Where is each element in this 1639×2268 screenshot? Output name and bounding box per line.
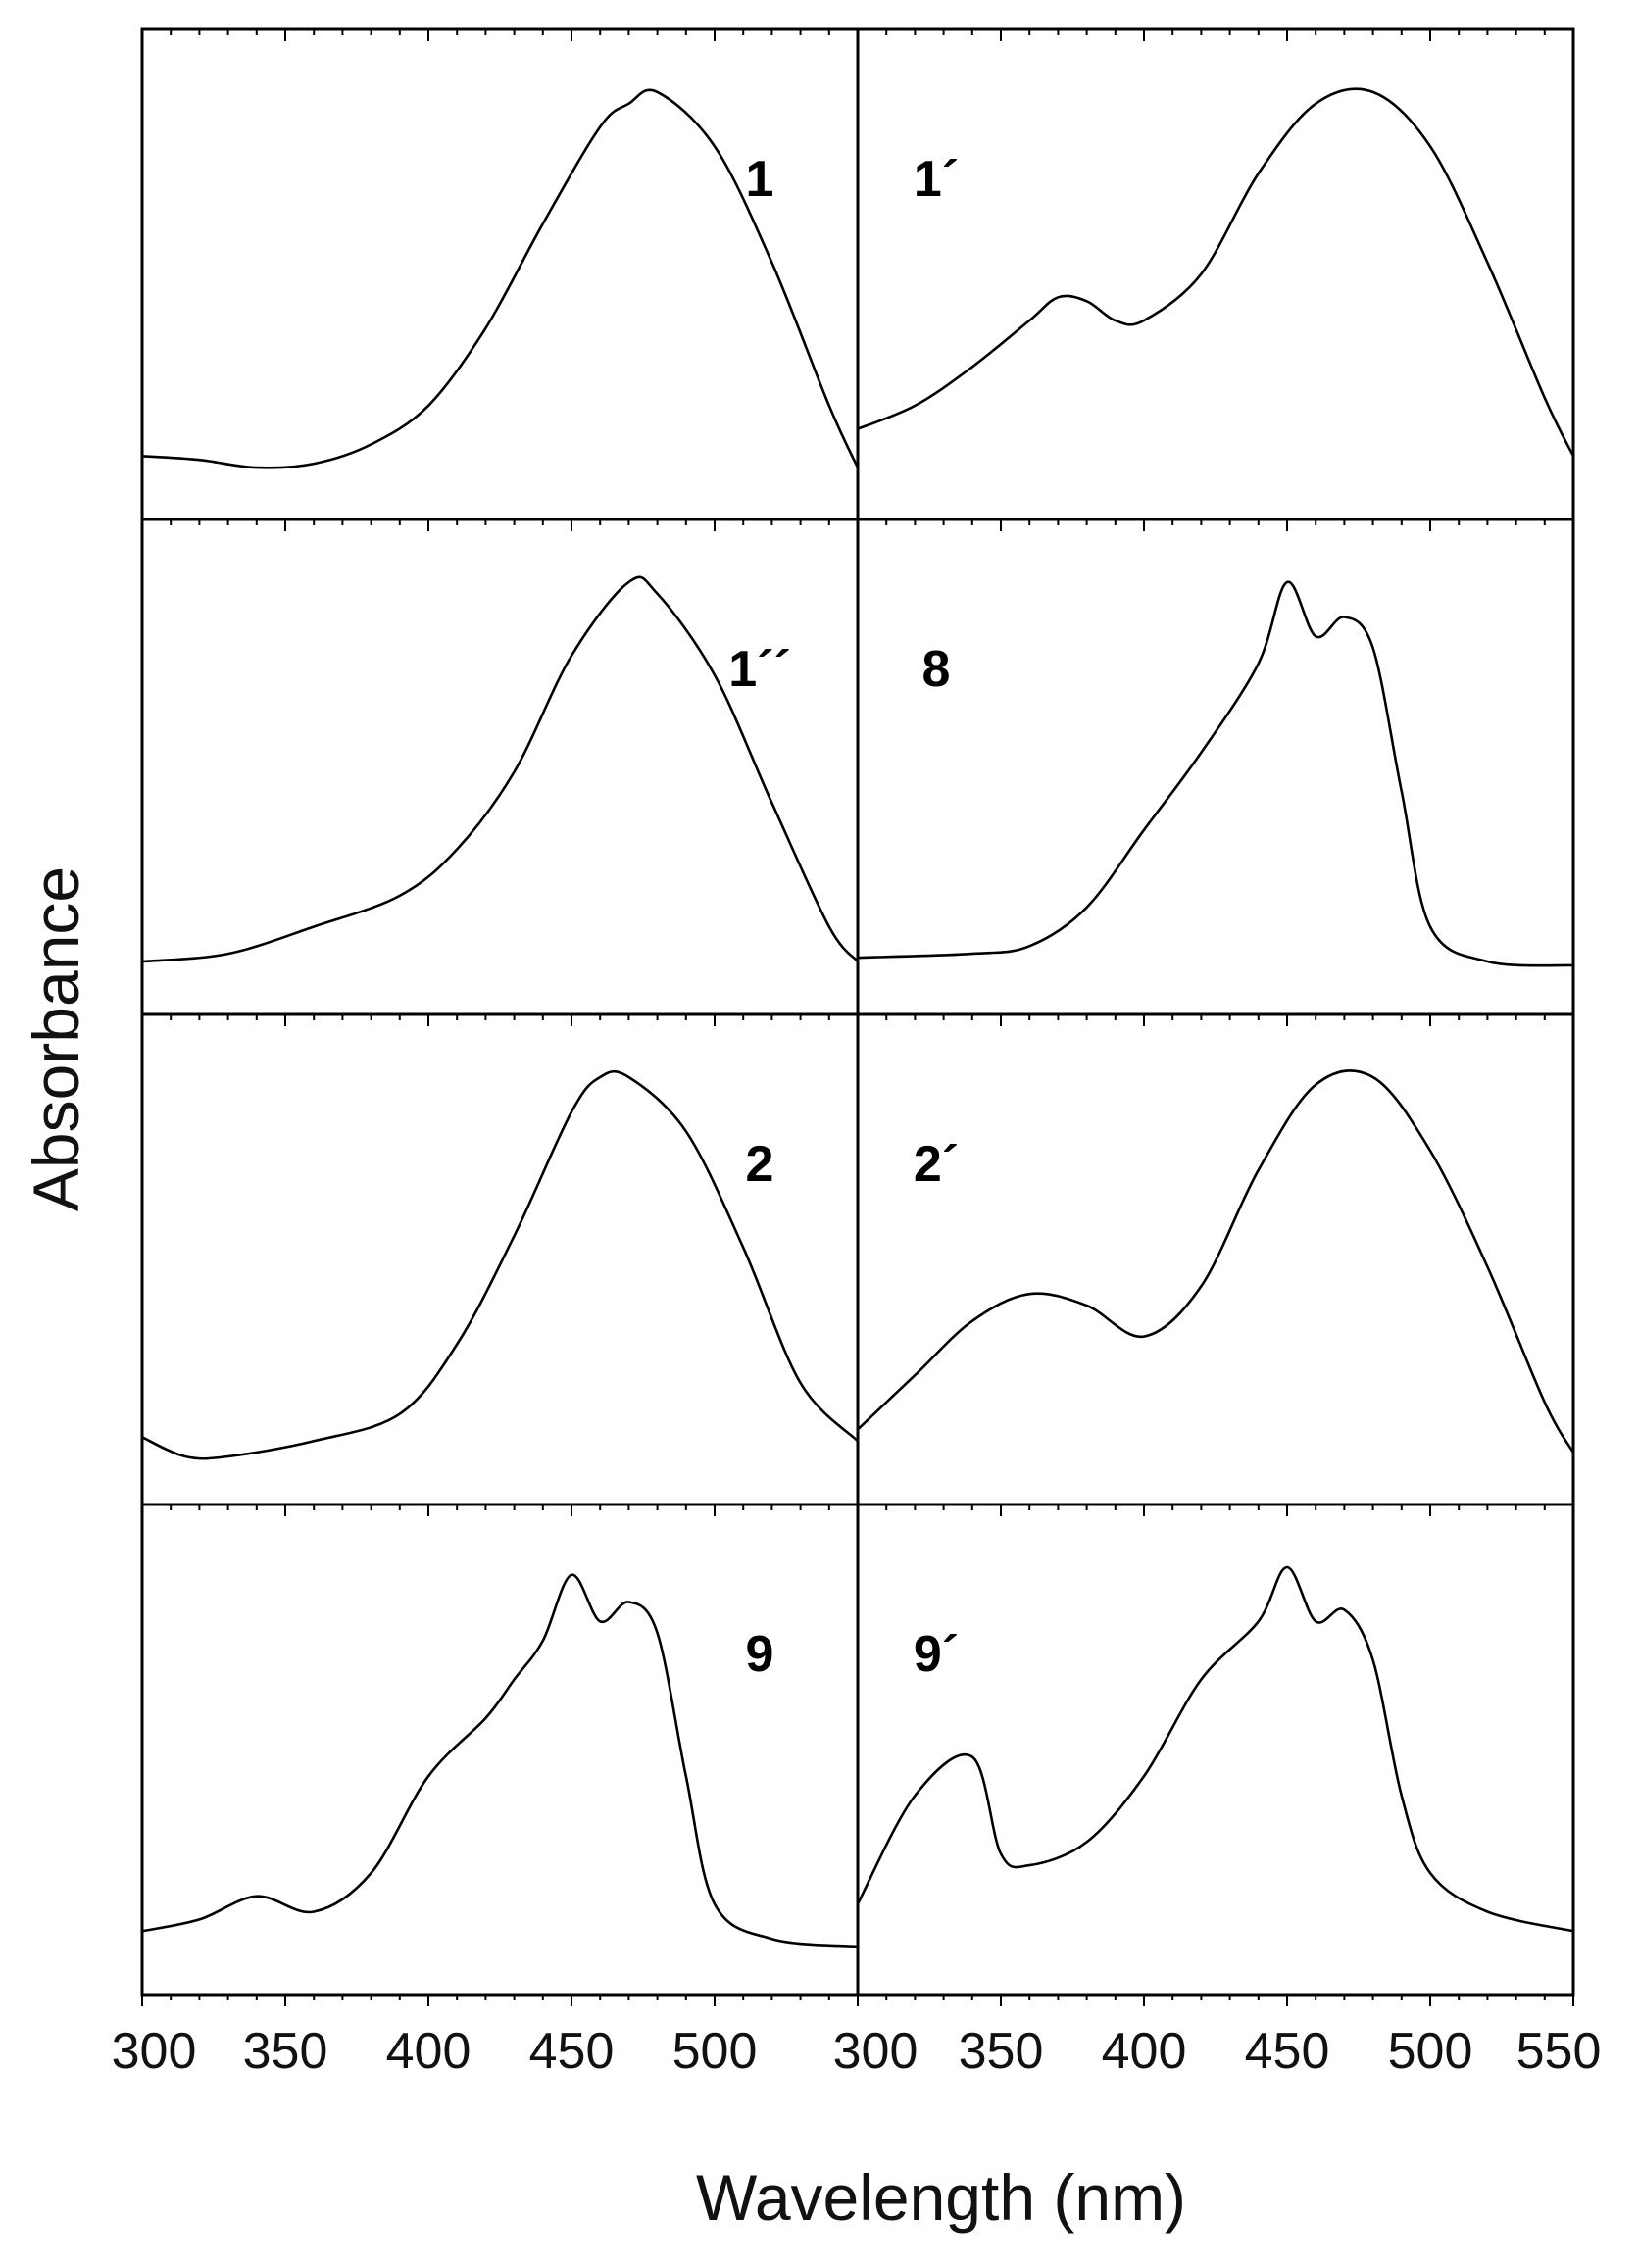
x-tick-label: 400	[1102, 2023, 1187, 2080]
x-tick-label: 350	[959, 2023, 1044, 2080]
spectrum-line-2	[857, 87, 1575, 457]
x-tick-label: 500	[672, 2023, 758, 2080]
spectrum-line-8	[856, 1565, 1574, 1933]
panel-label: 9´	[914, 1626, 959, 1683]
panel-label: 1´´	[728, 641, 791, 698]
spectrum-line-5	[141, 1069, 859, 1460]
y-axis-title: Absorbance	[20, 866, 92, 1211]
panel-label: 1	[746, 151, 774, 208]
spectrum-line-6	[857, 1069, 1575, 1454]
x-tick-label: 300	[112, 2023, 197, 2080]
panel-label: 1´	[914, 151, 959, 208]
spectrum-curves	[141, 87, 1575, 1948]
x-tick-label: 300	[833, 2023, 919, 2080]
x-tick-label: 350	[243, 2023, 328, 2080]
spectrum-line-4	[857, 580, 1574, 967]
x-axis-title: Wavelength (nm)	[696, 2161, 1186, 2234]
x-tick-labels: 300 350 400 450 500 300 350 400 450 500 550	[112, 2023, 1602, 2080]
panel-frames	[140, 27, 1575, 1997]
panel-label: 2´	[914, 1136, 959, 1193]
spectrum-line-1	[141, 88, 860, 469]
x-tick-label: 550	[1516, 2023, 1602, 2080]
spectrum-line-7	[141, 1573, 859, 1948]
tick-marks	[141, 29, 1574, 2006]
panel-label: 2	[746, 1136, 774, 1193]
panel-label: 8	[922, 641, 951, 698]
panel-label: 9	[746, 1626, 774, 1683]
x-tick-label: 450	[1245, 2023, 1330, 2080]
x-tick-label: 450	[529, 2023, 615, 2080]
panel-labels: 1 1´ 1´´ 8 2 2´ 9 9´	[728, 151, 959, 1683]
spectrum-line-3	[141, 575, 859, 963]
x-tick-label: 500	[1388, 2023, 1473, 2080]
x-tick-label: 400	[386, 2023, 472, 2080]
